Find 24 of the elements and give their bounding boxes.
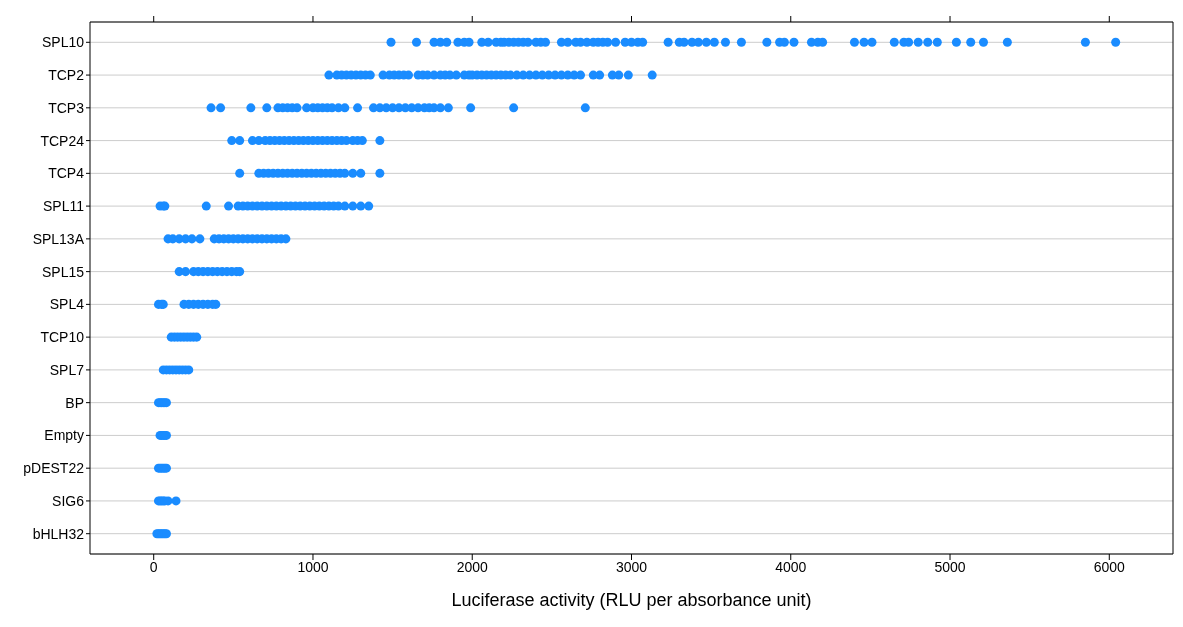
x-axis-title: Luciferase activity (RLU per absorbance unit) [451,590,812,610]
y-tick-label: TCP3 [48,99,85,116]
x-tick-label: 4000 [775,558,807,575]
y-tick-label: SIG6 [52,492,85,509]
y-tick-label: SPL4 [49,296,85,313]
y-tick-label: TCP2 [48,67,85,84]
y-tick-label: SPL15 [41,263,85,280]
x-tick-label: 6000 [1093,558,1126,575]
x-tick-label: 3000 [615,558,648,575]
y-tick-label: pDEST22 [23,460,85,477]
y-tick-label: TCP24 [40,132,85,149]
x-tick-label: 0 [149,558,158,575]
y-tick-label: bHLH32 [32,525,85,542]
y-tick-label: TCP10 [40,329,85,346]
y-tick-label: SPL7 [49,361,85,378]
x-tick-label: 1000 [297,558,329,575]
x-tick-label: 5000 [934,558,966,575]
y-tick-label: SPL10 [41,34,85,51]
y-tick-label: SPL13A [32,230,85,247]
y-tick-label: TCP4 [48,165,85,182]
y-tick-label: SPL11 [43,198,85,215]
y-tick-label: Empty [44,427,84,444]
x-tick-label: 2000 [456,558,489,575]
y-tick-label: BP [65,394,84,411]
